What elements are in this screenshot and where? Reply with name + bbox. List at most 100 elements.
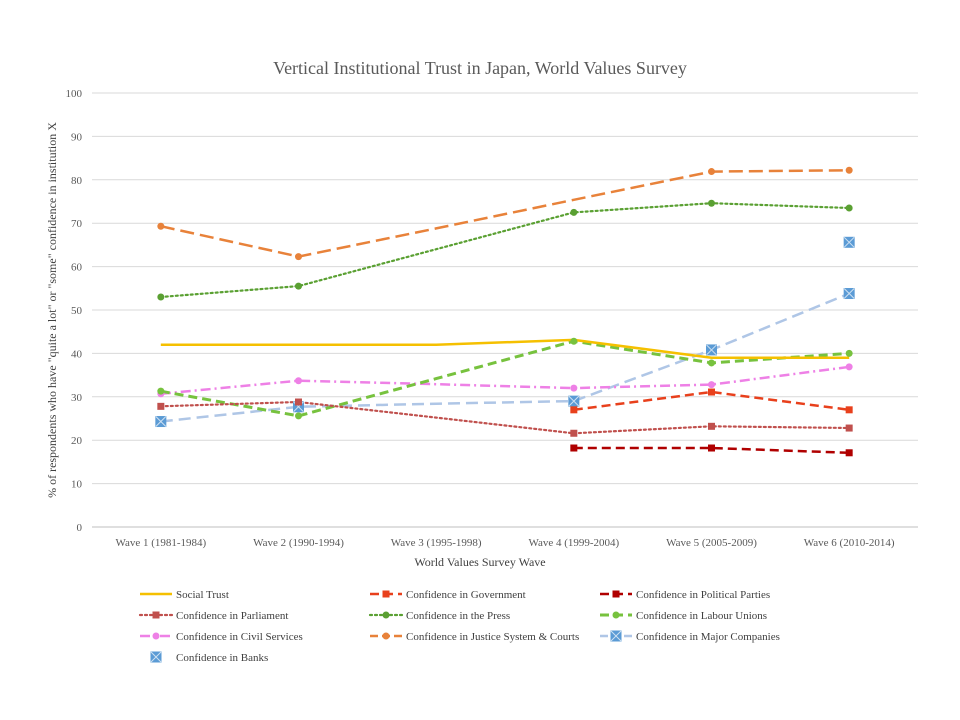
legend-item: Confidence in Parliament [138, 610, 288, 622]
data-point-confidence-in-civil-services [295, 377, 302, 385]
x-tick-label: Wave 5 (2005-2009) [666, 537, 757, 549]
data-point-confidence-in-the-press [295, 282, 302, 290]
legend-label: Confidence in Justice System & Courts [406, 631, 579, 643]
legend-swatch-marker [610, 630, 622, 642]
data-point-confidence-in-political-parties [570, 444, 578, 452]
legend-label: Confidence in Government [406, 589, 526, 601]
series-line-confidence-in-political-parties [573, 446, 850, 455]
data-point-confidence-in-civil-services [845, 363, 853, 371]
data-point-confidence-in-justice-system-courts [708, 168, 715, 176]
y-axis-ticks: 0 10 20 30 40 50 60 70 80 90 100 [66, 88, 83, 534]
data-point-confidence-in-parliament [295, 398, 302, 406]
data-point-confidence-in-major-companies [568, 395, 580, 407]
legend-label: Confidence in Civil Services [176, 631, 303, 643]
x-tick-label: Wave 6 (2010-2014) [804, 537, 895, 549]
data-point-confidence-in-government [708, 388, 715, 396]
y-tick-label: 50 [71, 305, 83, 317]
data-point-confidence-in-civil-services [708, 381, 715, 389]
data-point-confidence-in-the-press [708, 199, 715, 207]
marker-cross [155, 416, 167, 427]
legend-item: Confidence in Justice System & Courts [370, 631, 579, 643]
y-tick-label: 90 [71, 131, 83, 143]
legend-item: Confidence in Banks [150, 651, 268, 664]
data-point-confidence-in-the-press [570, 208, 578, 216]
marker-cross [568, 395, 580, 407]
series-line-confidence-in-civil-services [160, 365, 850, 396]
data-point-confidence-in-political-parties [845, 449, 853, 457]
data-point-confidence-in-justice-system-courts [295, 253, 302, 261]
y-tick-label: 10 [71, 479, 83, 491]
data-point-confidence-in-justice-system-courts [845, 166, 853, 174]
y-tick-label: 70 [71, 218, 83, 230]
series-line-confidence-in-justice-system-courts [160, 169, 850, 258]
legend-swatch-marker [150, 651, 162, 663]
data-point-confidence-in-major-companies [843, 288, 855, 300]
series-lines [159, 169, 851, 455]
data-point-confidence-in-labour-unions [845, 349, 853, 357]
y-tick-label: 100 [66, 88, 83, 100]
data-point-confidence-in-justice-system-courts [157, 222, 165, 230]
data-point-confidence-in-parliament [845, 424, 853, 432]
data-point-confidence-in-labour-unions [157, 387, 165, 395]
data-point-confidence-in-parliament [157, 402, 165, 410]
legend-swatch-marker [382, 611, 390, 619]
legend-swatch-marker [612, 611, 620, 619]
legend-item: Confidence in Labour Unions [600, 610, 767, 622]
x-tick-label: Wave 4 (1999-2004) [528, 537, 619, 549]
legend-item: Social Trust [140, 589, 229, 601]
series-line-confidence-in-major-companies [160, 292, 850, 423]
data-point-confidence-in-the-press [157, 293, 165, 301]
series-line-confidence-in-the-press [159, 202, 851, 299]
y-tick-label: 40 [71, 348, 83, 360]
series-line-confidence-in-government [573, 390, 850, 412]
legend-swatch-marker [152, 632, 160, 640]
x-axis-title: World Values Survey Wave [414, 555, 545, 569]
legend-item: Confidence in Government [370, 589, 526, 601]
marker-cross [610, 630, 622, 642]
legend-swatch-marker [152, 611, 160, 619]
data-point-confidence-in-major-companies [706, 344, 717, 356]
legend-label: Confidence in Parliament [176, 610, 288, 622]
x-tick-label: Wave 3 (1995-1998) [391, 537, 482, 549]
data-point-confidence-in-political-parties [708, 444, 715, 452]
data-point-confidence-in-civil-services [570, 384, 578, 392]
series-line-social-trust [160, 338, 850, 359]
gridlines [92, 92, 918, 528]
legend-item: Confidence in Political Parties [600, 589, 770, 601]
marker-cross [150, 651, 162, 663]
legend-swatch-marker [382, 590, 390, 598]
legend-label: Confidence in Major Companies [636, 631, 780, 643]
y-tick-label: 80 [71, 175, 83, 187]
series-line-confidence-in-labour-unions [160, 339, 850, 418]
data-point-confidence-in-parliament [570, 429, 578, 437]
marker-cross [843, 288, 855, 299]
data-point-confidence-in-banks [843, 236, 855, 248]
chart-title: Vertical Institutional Trust in Japan, W… [273, 58, 687, 78]
y-tick-label: 20 [71, 435, 83, 447]
data-point-confidence-in-government [845, 406, 853, 414]
legend: Social Trust Confidence in Government Conf… [138, 589, 780, 664]
data-point-confidence-in-labour-unions [295, 412, 302, 420]
x-tick-label: Wave 1 (1981-1984) [115, 537, 206, 549]
x-tick-label: Wave 2 (1990-1994) [253, 537, 344, 549]
legend-label: Confidence in Labour Unions [636, 610, 767, 622]
data-point-confidence-in-government [570, 406, 578, 414]
data-point-confidence-in-parliament [708, 422, 715, 430]
marker-cross [843, 236, 855, 248]
legend-item: Confidence in the Press [368, 610, 510, 622]
data-point-confidence-in-labour-unions [570, 337, 578, 345]
legend-label: Confidence in Political Parties [636, 589, 770, 601]
data-point-confidence-in-major-companies [155, 416, 167, 428]
legend-item: Confidence in Major Companies [600, 630, 780, 643]
series-markers [155, 166, 855, 457]
legend-swatch-marker [382, 632, 390, 640]
legend-swatch-marker [612, 590, 620, 598]
legend-item: Confidence in Civil Services [140, 631, 303, 643]
legend-label: Confidence in the Press [406, 610, 510, 622]
y-tick-label: 0 [77, 522, 83, 534]
data-point-confidence-in-labour-unions [708, 359, 715, 367]
marker-cross [706, 344, 717, 356]
series-line-confidence-in-parliament [159, 400, 851, 435]
y-tick-label: 30 [71, 392, 83, 404]
